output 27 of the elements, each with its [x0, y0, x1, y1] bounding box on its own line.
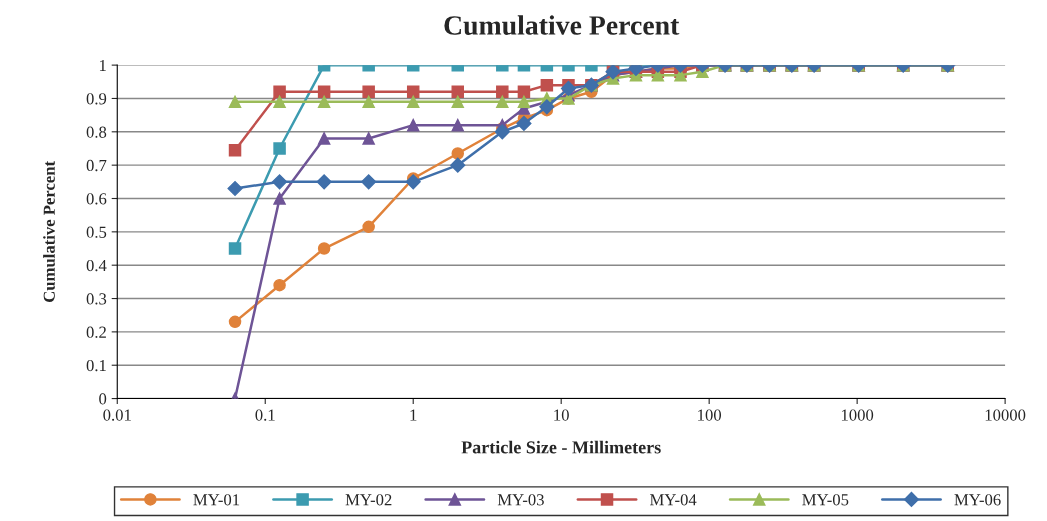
- legend-label: MY-04: [650, 494, 697, 506]
- y-tick-label: 0.9: [86, 93, 107, 105]
- x-tick-label: 10000: [985, 409, 1026, 421]
- y-tick-label: 0.2: [86, 326, 106, 338]
- x-tick-label: 10: [554, 409, 569, 421]
- y-axis-title: Cumulative Percent: [43, 161, 55, 302]
- y-tick-label: 1: [99, 59, 106, 71]
- legend-label: MY-06: [954, 494, 1001, 506]
- y-tick-label: 0.5: [86, 226, 107, 238]
- x-tick-label: 1: [410, 409, 417, 421]
- legend-label: MY-03: [497, 494, 544, 506]
- x-axis-title: Particle Size - Millimeters: [461, 440, 661, 454]
- legend-label: MY-01: [193, 494, 240, 506]
- legend-label: MY-05: [802, 494, 849, 506]
- y-tick-label: 0.4: [86, 259, 107, 272]
- x-tick-label: 0.1: [255, 409, 275, 421]
- y-tick-label: 0.7: [86, 159, 107, 172]
- x-tick-label: 1000: [841, 409, 874, 421]
- x-tick-label: 0.01: [103, 409, 131, 421]
- y-tick-label: 0.8: [86, 126, 107, 138]
- x-tick-label: 100: [698, 409, 722, 421]
- y-tick-label: 0.3: [86, 293, 107, 305]
- chart-title: Cumulative Percent: [444, 15, 680, 35]
- y-tick-label: 0.1: [86, 359, 106, 372]
- y-tick-label: 0: [99, 393, 107, 405]
- legend-label: MY-02: [345, 494, 392, 506]
- y-tick-label: 0.6: [86, 193, 107, 205]
